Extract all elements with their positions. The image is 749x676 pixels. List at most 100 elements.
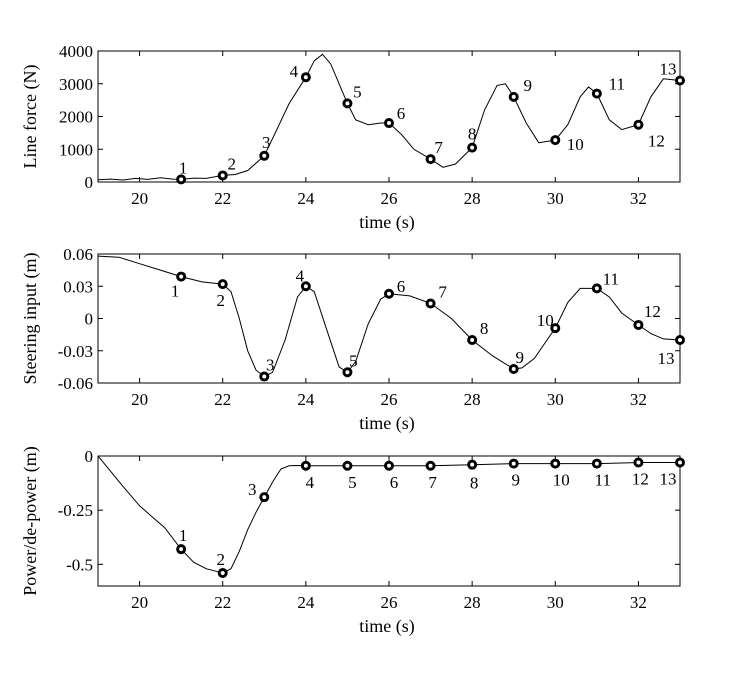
y-tick-label: -0.03 [58,342,93,361]
x-tick-label: 24 [297,390,315,409]
x-axis-label: time (s) [359,413,415,434]
x-tick-label: 30 [547,189,564,208]
y-tick-label: 0 [85,447,94,466]
data-point-marker [342,460,353,471]
data-point-label: 8 [480,319,489,338]
data-point-marker [259,492,270,503]
data-point-label: 6 [397,104,406,123]
data-point-marker [259,150,270,161]
y-tick-label: 2000 [59,108,93,127]
data-point-label: 12 [644,302,661,321]
data-point-marker [675,457,685,468]
data-point-label: 13 [658,349,675,368]
x-tick-label: 32 [630,189,647,208]
data-point-marker [467,142,478,153]
data-point-marker [217,568,228,578]
data-point-label: 9 [511,471,520,490]
y-axis-label: Power/de-power (m) [20,446,41,595]
data-point-label: 11 [603,269,619,288]
y-tick-label: 0 [85,173,94,192]
data-point-label: 13 [660,470,677,489]
data-point-label: 6 [390,473,399,492]
data-point-marker [467,459,478,470]
data-point-label: 7 [434,138,443,157]
y-tick-label: 3000 [59,75,93,94]
data-point-marker [633,119,644,130]
data-point-marker [384,118,394,129]
data-point-marker [633,319,644,330]
series-line [98,53,680,181]
x-tick-label: 26 [381,189,398,208]
data-point-label: 4 [296,266,305,285]
x-tick-label: 32 [630,390,647,409]
data-point-marker [300,72,311,83]
x-tick-label: 32 [630,593,647,612]
plot-frame [97,253,681,384]
data-point-marker [300,460,311,471]
y-tick-label: 4000 [59,42,93,61]
data-point-label: 1 [171,282,180,301]
data-point-label: 8 [470,474,479,493]
data-point-label: 10 [553,471,570,490]
x-tick-label: 22 [214,390,231,409]
x-axis-label: time (s) [359,616,415,637]
y-tick-label: 1000 [59,140,93,159]
data-point-label: 2 [216,291,225,310]
data-point-marker [176,544,187,555]
x-tick-label: 26 [381,390,398,409]
data-point-marker [342,98,353,109]
data-point-marker [425,298,436,309]
data-point-label: 5 [353,82,362,101]
data-point-label: 4 [306,473,315,492]
y-tick-label: 0.06 [63,245,93,264]
x-tick-label: 26 [381,593,398,612]
data-point-label: 8 [468,125,477,144]
y-tick-label: 0.03 [63,277,93,296]
data-point-marker [425,460,436,471]
data-point-marker [425,154,436,165]
data-point-marker [384,460,394,471]
data-point-marker [591,458,602,469]
data-point-label: 11 [595,471,611,490]
data-point-marker [591,88,602,99]
data-point-label: 3 [266,356,275,375]
data-point-label: 2 [216,550,225,569]
data-point-marker [550,458,561,469]
x-tick-label: 22 [214,593,231,612]
data-point-label: 10 [537,311,554,330]
data-point-label: 2 [227,154,236,173]
data-point-label: 11 [609,75,625,94]
data-point-marker [591,283,602,294]
x-tick-label: 22 [214,189,231,208]
data-point-label: 3 [262,133,271,152]
data-point-label: 5 [348,473,357,492]
x-axis-label: time (s) [359,212,415,233]
data-point-label: 4 [290,62,299,81]
data-point-marker [176,174,187,185]
data-point-label: 5 [349,351,358,370]
y-tick-label: -0.5 [66,555,93,574]
data-point-marker [550,135,561,146]
data-point-label: 12 [648,132,665,151]
y-tick-label: -0.25 [58,501,93,520]
data-point-label: 1 [179,158,188,177]
data-point-marker [675,335,685,345]
data-point-marker [259,371,270,382]
data-point-marker [550,323,561,334]
data-point-marker [176,271,187,282]
data-point-label: 6 [397,277,406,296]
x-tick-label: 24 [297,593,315,612]
data-point-marker [342,367,353,378]
data-point-label: 12 [632,470,649,489]
data-point-marker [300,281,311,292]
x-tick-label: 20 [131,593,148,612]
series-line [98,255,680,378]
x-tick-label: 24 [297,189,315,208]
x-tick-label: 20 [131,390,148,409]
data-point-label: 3 [248,480,257,499]
x-tick-label: 20 [131,189,148,208]
data-point-label: 9 [523,76,532,95]
x-tick-label: 30 [547,593,564,612]
